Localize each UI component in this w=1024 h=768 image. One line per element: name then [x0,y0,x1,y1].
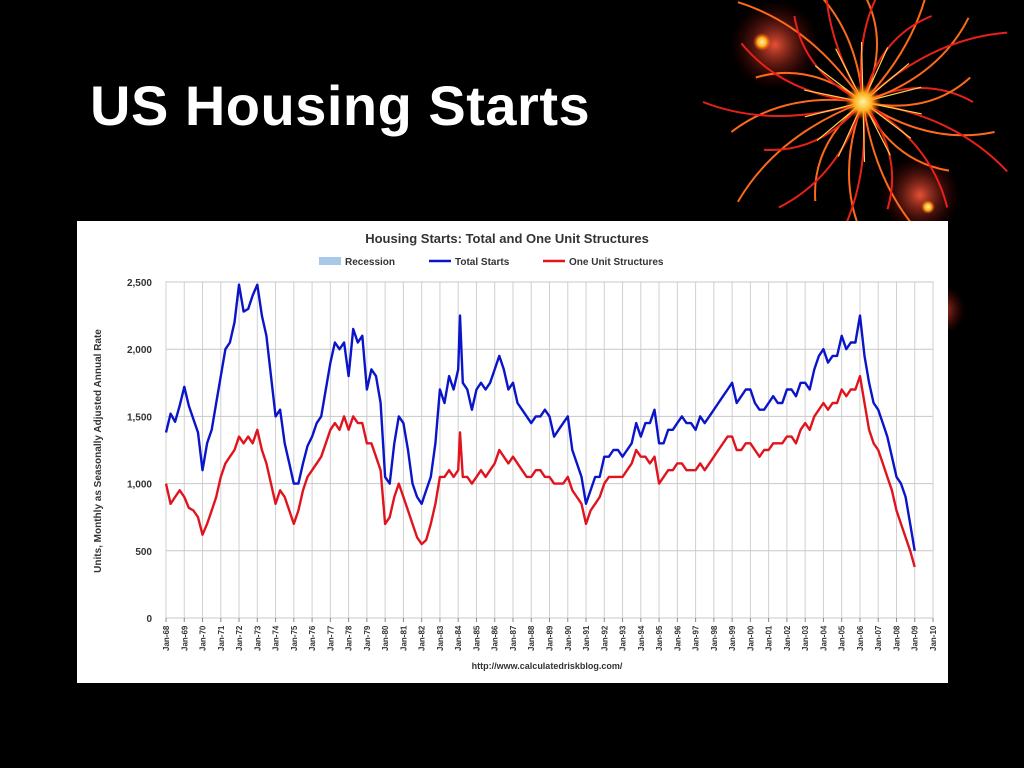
slide-title: US Housing Starts [90,74,591,137]
firework-streak [862,0,926,103]
x-tick-label: Jan-08 [892,625,901,651]
x-tick-label: Jan-86 [491,625,500,651]
x-tick-label: Jan-73 [253,625,262,651]
x-tick-label: Jan-69 [180,625,189,651]
legend-label: Recession [345,257,395,268]
firework-streak [702,101,864,117]
x-tick-label: Jan-77 [326,625,335,651]
y-tick-label: 1,500 [127,412,152,423]
firework-streak [862,31,1008,103]
x-tick-label: Jan-98 [710,625,719,651]
chart-title: Housing Starts: Total and One Unit Struc… [365,231,649,246]
total-starts-line [164,283,916,551]
firework-streak [737,101,864,203]
y-tick-label: 1,000 [127,480,152,491]
housing-starts-chart: Jan-68 Jan-69 Jan-70 Jan-71 Jan-72 Jan-73 Jan-… [93,231,938,671]
firework-core [753,33,771,51]
x-tick-label: Jan-83 [436,625,445,651]
x-tick-label: Jan-85 [472,625,481,651]
source-url: http://www.calculatedriskblog.com/ [472,661,623,671]
y-axis-label: Units, Monthly as Seasonally Adjusted An… [93,329,104,573]
x-tick-label: Jan-91 [582,625,591,651]
y-tick-label: 0 [146,614,152,625]
x-tick-label: Jan-75 [290,625,299,651]
x-tick-label: Jan-79 [363,625,372,651]
x-tick-label: Jan-76 [308,625,317,651]
firework-glow [730,0,820,90]
x-tick-label: Jan-94 [637,625,646,651]
x-tick-label: Jan-87 [509,625,518,651]
x-tick-label: Jan-02 [783,625,792,651]
firework-glow [880,155,960,235]
firework-streak [737,1,864,103]
legend-label: Total Starts [455,257,510,268]
x-tick-label: Jan-06 [856,625,865,651]
x-tick-label: Jan-03 [801,625,810,651]
y-tick-label: 2,500 [127,278,152,289]
x-tick-label: Jan-68 [162,625,171,651]
gridlines [165,281,934,619]
x-tick-label: Jan-80 [381,625,390,651]
legend-swatch-recession [319,257,341,265]
y-tick-label: 500 [135,547,152,558]
firework-core [921,200,935,214]
chart-legend: Recession Total Starts One Unit Structures [319,257,664,268]
chart-panel: Jan-68 Jan-69 Jan-70 Jan-71 Jan-72 Jan-73 Jan-… [77,221,948,683]
one-unit-structures-line [164,374,916,568]
x-tick-label: Jan-78 [345,625,354,651]
x-tick-label: Jan-71 [217,625,226,651]
y-tick-label: 2,000 [127,345,152,356]
x-tick-label: Jan-81 [399,625,408,651]
x-tick-label: Jan-10 [929,625,938,651]
x-tick-label: Jan-74 [272,625,281,651]
x-tick-label: Jan-70 [199,625,208,651]
x-tick-label: Jan-05 [838,625,847,651]
x-tick-label: Jan-97 [692,625,701,651]
x-tick-label: Jan-01 [765,625,774,651]
axes: Jan-68 Jan-69 Jan-70 Jan-71 Jan-72 Jan-73 Jan-… [127,278,938,651]
x-tick-label: Jan-04 [819,625,828,651]
x-tick-label: Jan-07 [874,625,883,651]
x-tick-label: Jan-92 [600,625,609,651]
x-tick-label: Jan-72 [235,625,244,651]
x-tick-label: Jan-99 [728,625,737,651]
legend-label: One Unit Structures [569,257,664,268]
x-tick-label: Jan-96 [673,625,682,651]
series-lines [164,283,916,568]
x-tick-label: Jan-89 [546,625,555,651]
x-tick-label: Jan-00 [746,625,755,651]
x-tick-label: Jan-95 [655,625,664,651]
x-tick-label: Jan-82 [418,625,427,651]
x-tick-label: Jan-84 [454,625,463,651]
x-tick-label: Jan-90 [564,625,573,651]
x-tick-label: Jan-09 [911,625,920,651]
x-tick-label: Jan-93 [619,625,628,651]
firework-core [845,84,881,120]
x-tick-label: Jan-88 [527,625,536,651]
